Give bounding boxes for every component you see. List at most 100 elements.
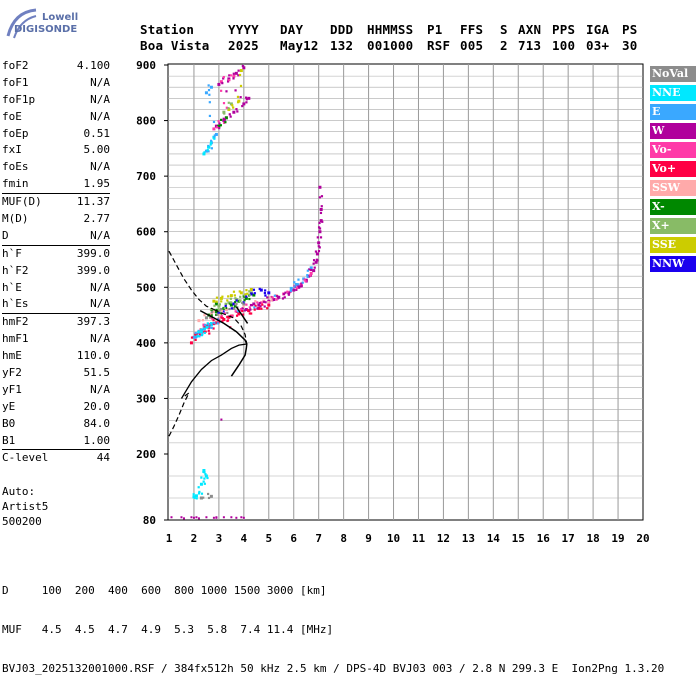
echo-point-nne bbox=[202, 480, 205, 483]
x-tick-label: 13 bbox=[462, 532, 475, 545]
echo-point-vo bbox=[214, 321, 218, 325]
profile-extrapolation-right bbox=[213, 308, 248, 345]
echo-point-w bbox=[244, 308, 248, 312]
echo-point-w bbox=[317, 245, 320, 248]
param-value: 1.00 bbox=[83, 433, 111, 447]
param-value: 2.77 bbox=[83, 212, 111, 226]
echo-point-sse bbox=[221, 295, 224, 298]
echo-point-x bbox=[243, 294, 247, 297]
echo-point-w bbox=[281, 297, 285, 300]
echo-point-w bbox=[276, 295, 279, 298]
echo-point-w bbox=[284, 291, 287, 294]
param-value: 4.100 bbox=[76, 59, 110, 72]
param-value: N/A bbox=[90, 382, 110, 396]
param-name: hmE bbox=[2, 349, 22, 363]
echo-point-e bbox=[306, 269, 309, 272]
echo-point-vo bbox=[246, 309, 250, 312]
echo-point-w bbox=[316, 236, 319, 239]
echo-point-x bbox=[227, 101, 230, 104]
echo-point-ssw bbox=[203, 314, 206, 317]
echo-point-w bbox=[312, 262, 315, 265]
echo-point-w bbox=[283, 296, 286, 299]
x-tick-label: 8 bbox=[340, 532, 347, 545]
echo-point-x bbox=[239, 295, 242, 298]
echo-point-vo bbox=[219, 314, 223, 318]
echo-point-nne bbox=[206, 149, 209, 152]
echo-point-vo bbox=[248, 312, 251, 315]
echo-point-noval bbox=[209, 494, 213, 498]
echo-point-w bbox=[222, 77, 225, 80]
echo-point-vo bbox=[194, 333, 198, 337]
echo-point-nnw bbox=[230, 307, 233, 310]
echo-point-vo bbox=[261, 303, 264, 306]
header-row2-field-3: 132 bbox=[330, 38, 354, 53]
echo-point-e bbox=[293, 285, 296, 288]
param-name: foF2 bbox=[2, 59, 29, 72]
echo-point-w bbox=[263, 305, 266, 308]
echo-point-w bbox=[270, 295, 273, 299]
echo-point-w bbox=[249, 303, 253, 307]
echo-point-vo bbox=[190, 336, 194, 339]
echo-point-w bbox=[319, 211, 323, 215]
echo-point-x bbox=[213, 304, 216, 307]
echo-point-w bbox=[319, 219, 323, 223]
echo-point-e bbox=[204, 149, 208, 153]
y-tick-label: 300 bbox=[136, 392, 156, 405]
echo-point-lowheight bbox=[220, 418, 223, 421]
param-row: MUF(D) 11.37 bbox=[2, 194, 110, 211]
echo-point-vo bbox=[207, 329, 210, 332]
echo-point-w bbox=[243, 309, 246, 312]
param-row: fmin 1.95 bbox=[2, 176, 110, 195]
header-row1-field-11: PS bbox=[622, 22, 638, 37]
echo-point-e bbox=[210, 326, 213, 329]
param-value: N/A bbox=[90, 280, 110, 294]
param-value: 397.3 bbox=[76, 315, 110, 329]
echo-point-w bbox=[236, 110, 239, 113]
echo-point-e bbox=[273, 294, 276, 297]
echo-point-lowheight bbox=[230, 516, 233, 519]
param-name: B0 bbox=[2, 416, 16, 430]
echo-point-sse bbox=[220, 300, 223, 303]
legend-item: NoVal bbox=[650, 66, 696, 82]
echo-point-w bbox=[318, 221, 321, 225]
header-row2-field-7: 2 bbox=[500, 38, 508, 53]
echo-point-noval bbox=[209, 316, 212, 319]
echo-point-w bbox=[237, 69, 240, 72]
echo-point-w bbox=[241, 104, 244, 108]
logo-arc-icon bbox=[6, 8, 37, 39]
echo-point-lowheight bbox=[182, 517, 185, 520]
echo-point-w bbox=[247, 96, 251, 100]
legend-item: SSW bbox=[650, 180, 696, 196]
echo-point-ssw bbox=[270, 299, 273, 302]
echo-point-w bbox=[287, 293, 290, 296]
echo-point-ssw bbox=[209, 312, 213, 316]
echo-point-x bbox=[218, 303, 221, 306]
param-row: foF2 4.100 bbox=[2, 58, 110, 75]
legend-item: X+ bbox=[650, 218, 696, 234]
echo-point-nnw bbox=[245, 295, 248, 298]
echo-point-x bbox=[225, 306, 228, 310]
echo-point-lowheight bbox=[242, 516, 245, 519]
echo-point-w bbox=[312, 269, 315, 272]
footer-muf-row: MUF 4.5 4.5 4.7 4.9 5.3 5.8 7.4 11.4 [MH… bbox=[2, 623, 334, 636]
electron-density-profile-upper bbox=[199, 309, 248, 377]
echo-point-lowheight bbox=[197, 517, 200, 520]
echo-point-vo bbox=[271, 296, 274, 299]
echo-point-w bbox=[314, 250, 318, 253]
param-value: 0.51 bbox=[83, 126, 111, 140]
param-row: C-level 44 bbox=[2, 450, 110, 467]
echo-point-x bbox=[210, 314, 213, 317]
echo-point-ssw bbox=[201, 319, 205, 322]
echo-point-nne bbox=[203, 327, 206, 330]
echo-point-vo bbox=[222, 102, 226, 105]
param-row: hmE 110.0 bbox=[2, 348, 110, 365]
param-name: foF1p bbox=[2, 92, 36, 106]
echo-point-e bbox=[212, 120, 216, 124]
echo-point-w bbox=[318, 227, 322, 230]
digisonde-logo: Lowell DIGISONDE bbox=[4, 6, 78, 46]
echo-point-w bbox=[264, 301, 267, 304]
echo-point-nne bbox=[199, 482, 203, 486]
echo-point-sse bbox=[246, 292, 249, 295]
echo-point-nne bbox=[202, 152, 206, 156]
echo-point-noval bbox=[199, 496, 203, 500]
